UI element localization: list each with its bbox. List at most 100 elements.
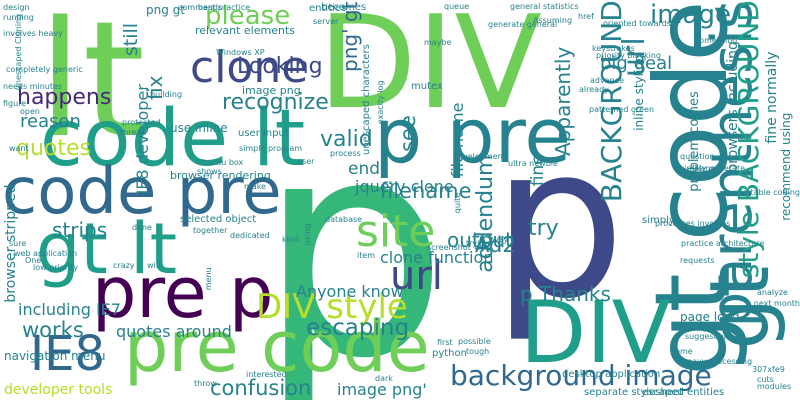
cloud-word: navigation menu bbox=[4, 349, 106, 363]
cloud-word: modules bbox=[757, 382, 792, 391]
cloud-word: pre p bbox=[92, 252, 274, 334]
cloud-word: inline styling bbox=[632, 54, 646, 131]
cloud-word: gt lt bbox=[36, 208, 178, 290]
cloud-word: Anyone know bbox=[296, 282, 404, 301]
cloud-word: output bbox=[447, 228, 513, 252]
cloud-word: general statistics bbox=[510, 2, 579, 11]
cloud-word: protected bbox=[122, 118, 161, 127]
cloud-word: IE8 developer bbox=[133, 84, 152, 195]
cloud-word: thread bbox=[120, 128, 147, 137]
cloud-word: Windows XP bbox=[216, 48, 265, 57]
cloud-word: Looking bbox=[237, 54, 323, 79]
cloud-word: open bbox=[20, 107, 40, 116]
cloud-word: url bbox=[390, 253, 443, 299]
cloud-word: best practice bbox=[198, 3, 251, 12]
cloud-word: needs minutes bbox=[3, 82, 63, 91]
cloud-word: BACKGROUND bbox=[595, 0, 628, 202]
cloud-word: figure bbox=[3, 99, 27, 108]
cloud-word: advance bbox=[590, 76, 625, 85]
cloud-word: page load bbox=[680, 310, 740, 324]
cloud-word: already bbox=[579, 85, 609, 94]
cloud-word: recognize bbox=[222, 90, 329, 115]
cloud-word: practice architecture bbox=[681, 239, 765, 248]
cloud-word: python bbox=[432, 348, 467, 359]
cloud-word: something bbox=[695, 36, 738, 45]
cloud-word: screenshot bbox=[427, 243, 471, 252]
cloud-word: process bbox=[330, 149, 361, 158]
cloud-word: menu bbox=[204, 267, 213, 291]
cloud-word: together bbox=[193, 226, 228, 235]
cloud-word: browser rendering bbox=[170, 169, 271, 182]
cloud-word: processes involves bbox=[655, 219, 731, 228]
cloud-word: database bbox=[325, 215, 363, 224]
cloud-word: crazy bbox=[113, 261, 135, 270]
cloud-word: entities bbox=[309, 3, 347, 14]
cloud-word: p pre bbox=[374, 91, 571, 180]
cloud-word: generate general bbox=[488, 20, 558, 29]
cloud-word: filename bbox=[380, 179, 472, 203]
cloud-word: escaping bbox=[306, 315, 410, 341]
cloud-word: escaped entities bbox=[642, 387, 725, 398]
cloud-word: see bbox=[396, 115, 420, 152]
cloud-word: browsers including bbox=[725, 41, 741, 173]
cloud-word: possible bbox=[458, 337, 491, 346]
cloud-word: Assuming bbox=[533, 16, 573, 25]
cloud-word: oriented towards bbox=[603, 19, 671, 28]
cloud-word: requests bbox=[680, 256, 715, 265]
cloud-word: development bbox=[453, 152, 506, 161]
cloud-word: IE8 bbox=[30, 326, 106, 382]
cloud-word: happens bbox=[17, 85, 112, 110]
cloud-word: low priority bbox=[33, 263, 79, 272]
cloud-word: using bbox=[303, 223, 312, 246]
cloud-word: item bbox=[357, 251, 376, 260]
cloud-word: quite bbox=[453, 192, 462, 214]
cloud-word: want bbox=[9, 144, 29, 153]
cloud-word: recommend using bbox=[779, 112, 793, 221]
cloud-word: DIV bbox=[520, 283, 671, 383]
cloud-word: way bbox=[492, 235, 509, 244]
cloud-word: many years bbox=[685, 323, 733, 332]
cloud-word: user bbox=[297, 157, 315, 166]
cloud-word: building bbox=[150, 90, 183, 99]
cloud-word: cuts bbox=[757, 375, 774, 384]
cloud-word: big deal bbox=[600, 53, 673, 74]
cloud-word: 307xfe9 bbox=[752, 365, 785, 374]
cloud-word: relevant elements bbox=[195, 24, 295, 37]
cloud-word: interested bbox=[246, 370, 287, 379]
cloud-word: use inline bbox=[170, 121, 228, 135]
cloud-word: One bbox=[25, 256, 42, 265]
cloud-word: confusion bbox=[210, 376, 312, 400]
cloud-word: heavy processing bbox=[682, 357, 753, 366]
cloud-word: separate stylesheet bbox=[584, 387, 684, 398]
cloud-word: p bbox=[492, 100, 626, 345]
cloud-word: code lt bbox=[40, 94, 306, 184]
cloud-word: tough bbox=[466, 347, 490, 356]
cloud-word: p bbox=[258, 75, 449, 400]
cloud-word: completely generic bbox=[6, 65, 83, 74]
cloud-word: involves heavy bbox=[3, 29, 63, 38]
cloud-word: including IE7 bbox=[18, 300, 121, 319]
cloud-word: problem comes bbox=[687, 91, 702, 192]
cloud-word: make bbox=[244, 182, 266, 191]
cloud-word: simple program bbox=[239, 144, 303, 153]
cloud-word: strips bbox=[52, 218, 108, 242]
cloud-word: queue bbox=[444, 2, 470, 11]
cloud-word: Ubuntu box bbox=[197, 158, 244, 167]
cloud-word: background image bbox=[450, 359, 712, 392]
cloud-word: patterned green bbox=[589, 105, 655, 114]
cloud-word: home bbox=[670, 347, 693, 356]
cloud-word: try bbox=[528, 216, 559, 241]
cloud-word: running bbox=[3, 13, 34, 22]
cloud-word: first bbox=[437, 338, 453, 347]
cloud-word: developer tools bbox=[4, 382, 113, 398]
cloud-word: works bbox=[22, 318, 84, 342]
cloud-word: reason bbox=[20, 111, 81, 132]
cloud-word: maybe bbox=[424, 38, 452, 47]
cloud-word: file name bbox=[448, 102, 467, 178]
cloud-word: still bbox=[120, 22, 142, 57]
cloud-word: becomes bbox=[321, 2, 367, 13]
cloud-word: kind bbox=[282, 235, 300, 244]
cloud-word: image png' bbox=[337, 380, 427, 399]
cloud-word: sure bbox=[9, 239, 27, 248]
cloud-word: commands bbox=[178, 3, 223, 12]
